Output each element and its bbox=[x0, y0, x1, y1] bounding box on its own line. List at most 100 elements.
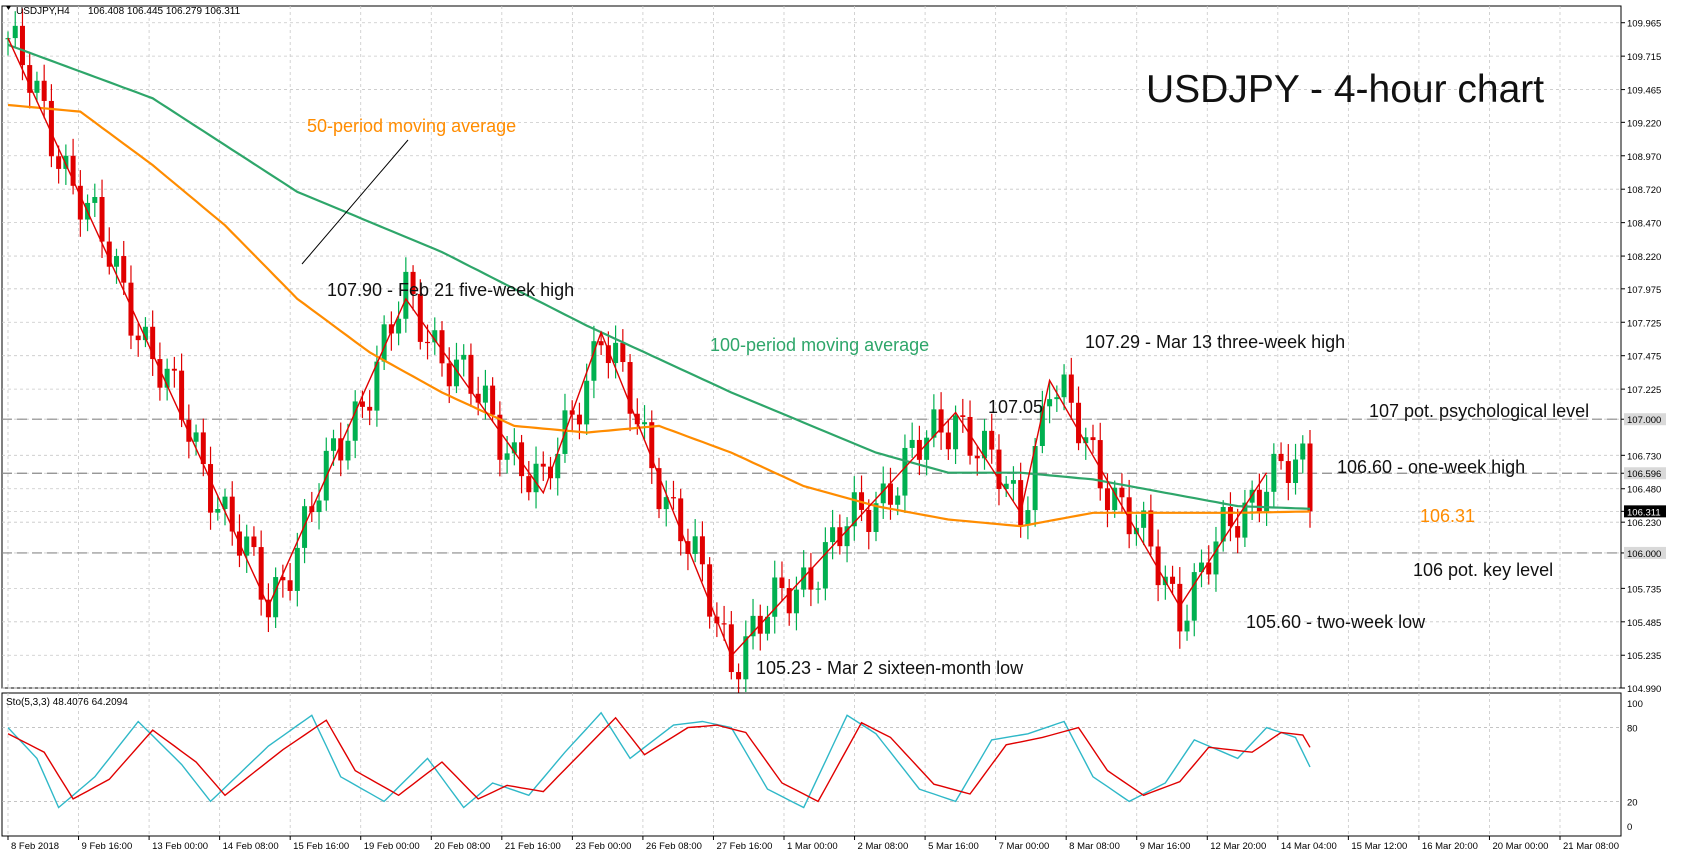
candle-body bbox=[482, 385, 488, 403]
candle-body bbox=[1285, 461, 1291, 483]
candle-body bbox=[164, 368, 170, 388]
candle-body bbox=[866, 509, 872, 532]
candle-body bbox=[403, 271, 409, 319]
candle-body bbox=[128, 282, 134, 336]
candle-body bbox=[215, 508, 221, 513]
stochastic-panel bbox=[1, 692, 1622, 837]
date-label: 12 Mar 20:00 bbox=[1210, 841, 1266, 852]
candle-body bbox=[1170, 576, 1176, 584]
mar13-high-annotation: 107.29 - Mar 13 three-week high bbox=[1085, 332, 1345, 352]
candle-body bbox=[388, 324, 394, 334]
date-label: 21 Mar 08:00 bbox=[1563, 841, 1619, 852]
week-high-annotation: 106.60 - one-week high bbox=[1337, 457, 1525, 477]
date-label: 15 Mar 12:00 bbox=[1351, 841, 1407, 852]
price-label: 108.470 bbox=[1627, 219, 1661, 230]
candle-body bbox=[106, 241, 112, 267]
date-label: 9 Feb 16:00 bbox=[82, 841, 133, 852]
candle-body bbox=[345, 440, 351, 461]
candle-body bbox=[179, 370, 185, 420]
candle-body bbox=[656, 468, 662, 510]
mar8-high-annotation: 107.05 bbox=[988, 397, 1043, 417]
ma50-line bbox=[7, 103, 1311, 528]
candle-body bbox=[287, 580, 293, 591]
candle-body bbox=[721, 623, 727, 625]
candle-body bbox=[1061, 374, 1067, 398]
candle-body bbox=[1307, 443, 1313, 512]
candle-body bbox=[851, 492, 857, 527]
date-label: 26 Feb 08:00 bbox=[646, 841, 702, 852]
candle-body bbox=[229, 496, 235, 532]
price-label: 106.000 bbox=[1627, 549, 1661, 560]
candle-body bbox=[960, 415, 966, 417]
candle-body bbox=[56, 156, 62, 169]
sto-axis-label: 100 bbox=[1627, 699, 1643, 710]
candle-body bbox=[359, 401, 365, 407]
candle-body bbox=[19, 25, 25, 66]
date-label: 7 Mar 00:00 bbox=[999, 841, 1050, 852]
date-label: 5 Mar 16:00 bbox=[928, 841, 979, 852]
candle-body bbox=[989, 430, 995, 450]
price-label: 109.465 bbox=[1627, 86, 1661, 97]
candle-body bbox=[12, 25, 18, 39]
candle-body bbox=[540, 463, 546, 467]
date-label: 8 Mar 08:00 bbox=[1069, 841, 1120, 852]
price-label: 106.230 bbox=[1627, 518, 1661, 529]
candle-body bbox=[150, 326, 156, 360]
candle-body bbox=[1293, 459, 1299, 483]
date-label: 21 Feb 16:00 bbox=[505, 841, 561, 852]
candle-body bbox=[439, 330, 445, 364]
candle-body bbox=[895, 495, 901, 505]
candle-body bbox=[743, 636, 749, 680]
candle-body bbox=[627, 362, 633, 414]
candle-body bbox=[844, 526, 850, 547]
candle-body bbox=[613, 342, 619, 364]
candle-body bbox=[1227, 507, 1233, 527]
price-label: 106.596 bbox=[1627, 469, 1661, 480]
candle-body bbox=[446, 363, 452, 387]
date-label: 9 Mar 16:00 bbox=[1140, 841, 1191, 852]
candle-body bbox=[1191, 572, 1197, 621]
candle-body bbox=[142, 326, 148, 341]
candle-body bbox=[425, 341, 431, 344]
candle-body bbox=[996, 449, 1002, 490]
candle-body bbox=[121, 256, 127, 283]
price-label: 105.735 bbox=[1627, 584, 1661, 595]
candle-body bbox=[1112, 487, 1118, 511]
date-axis: 8 Feb 2018 9 Feb 16:00 13 Feb 00:00 14 Feb … bbox=[7, 836, 1619, 852]
candle-body bbox=[497, 414, 503, 460]
candle-body bbox=[1068, 374, 1074, 403]
candle-body bbox=[48, 100, 54, 157]
candle-body bbox=[1235, 526, 1241, 538]
candle-body bbox=[1032, 445, 1038, 511]
candle-body bbox=[931, 409, 937, 438]
candle-body bbox=[967, 416, 973, 456]
mar2-low-annotation: 105.23 - Mar 2 sixteen-month low bbox=[756, 658, 1024, 678]
candle-body bbox=[157, 359, 163, 388]
candle-body bbox=[1003, 483, 1009, 490]
price-label: 109.220 bbox=[1627, 118, 1661, 129]
candle-body bbox=[982, 430, 987, 459]
candle-body bbox=[765, 616, 770, 634]
candle-body bbox=[367, 406, 373, 411]
candle-body bbox=[880, 483, 886, 504]
candle-body bbox=[41, 80, 47, 101]
dropdown-icon[interactable] bbox=[6, 6, 11, 10]
candle-body bbox=[750, 615, 756, 637]
price-label: 107.975 bbox=[1627, 285, 1661, 296]
candle-body bbox=[1199, 562, 1204, 573]
candle-body bbox=[1083, 437, 1089, 444]
candle-body bbox=[822, 542, 828, 589]
ma50-pointer-line bbox=[301, 139, 409, 265]
candle-body bbox=[504, 453, 510, 460]
candle-body bbox=[193, 432, 199, 442]
price-label: 106.730 bbox=[1627, 451, 1661, 462]
stochastic-signal-line bbox=[7, 716, 1311, 803]
candle-body bbox=[670, 497, 676, 499]
date-label: 16 Mar 20:00 bbox=[1422, 841, 1478, 852]
candle-body bbox=[1076, 402, 1082, 444]
candle-body bbox=[273, 577, 279, 618]
date-label: 8 Feb 2018 bbox=[11, 841, 59, 852]
candle-body bbox=[186, 419, 192, 442]
candle-body bbox=[511, 442, 517, 454]
